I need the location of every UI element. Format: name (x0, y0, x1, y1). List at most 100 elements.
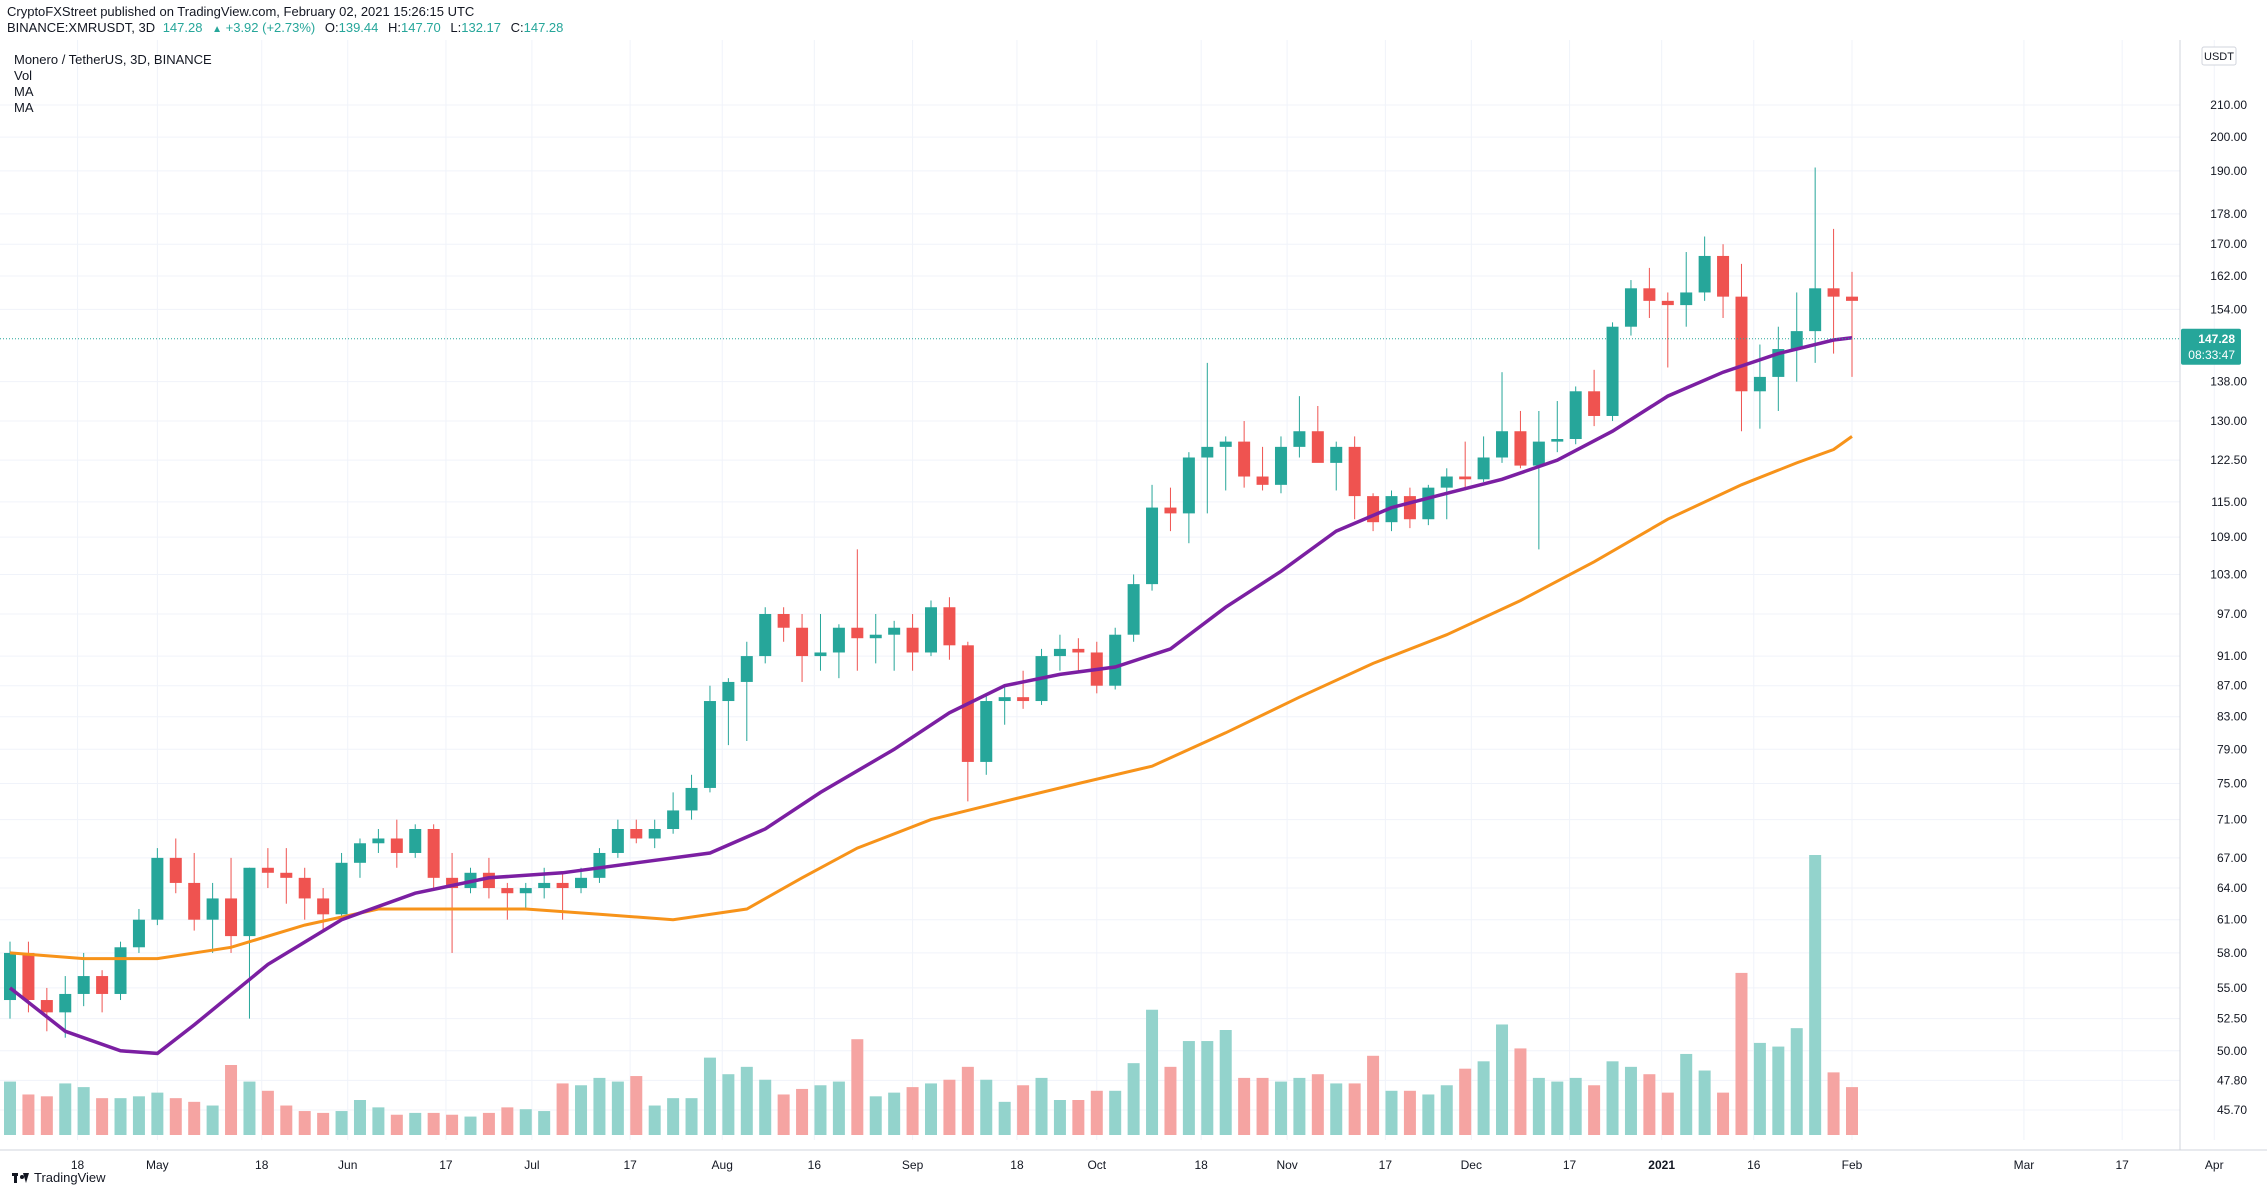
volume-bar (906, 1087, 919, 1135)
legend-ma-fast[interactable]: MA (14, 84, 34, 99)
x-tick-label: 18 (1194, 1158, 1208, 1172)
volume-bar (1827, 1072, 1840, 1135)
moving-averages (8, 336, 1853, 1056)
candle-body (1532, 441, 1545, 466)
volume-bar (1127, 1063, 1140, 1135)
candle-body (906, 627, 919, 653)
volume-bar (1274, 1081, 1287, 1135)
legend-vol[interactable]: Vol (14, 68, 33, 83)
volume-bar (1606, 1061, 1619, 1135)
candle-body (1403, 496, 1416, 520)
candle-body (1588, 391, 1601, 416)
candle-body (151, 857, 164, 920)
volume-bar (353, 1100, 366, 1135)
volume-bar (1367, 1055, 1380, 1135)
y-tick-label: 162.00 (2210, 269, 2247, 283)
price-axis[interactable]: 210.00 200.00 190.00 178.00 170.00 162.00 154.… (2179, 40, 2247, 1150)
candle-body (611, 828, 624, 853)
volume-bar (114, 1098, 127, 1135)
volume-bar (1201, 1041, 1214, 1135)
volume-bar (1661, 1092, 1674, 1135)
volume-bar (1772, 1046, 1785, 1135)
candle-body (1219, 441, 1232, 447)
volume-bar (980, 1079, 993, 1135)
volume-bar (1219, 1030, 1232, 1135)
volume-bar (1790, 1028, 1803, 1135)
volume-bar (1846, 1087, 1858, 1135)
candle-body (1698, 255, 1711, 293)
candle-body (1127, 584, 1140, 635)
low-value: 132.17 (461, 20, 501, 35)
candle-body (390, 838, 403, 853)
candle-body (777, 614, 790, 628)
x-tick-label: 18 (71, 1158, 85, 1172)
volume-bar (1090, 1090, 1103, 1135)
candle-body (1735, 296, 1748, 392)
volume-bar (998, 1101, 1011, 1135)
volume-bar (1422, 1094, 1435, 1135)
x-tick-label: 18 (1010, 1158, 1024, 1172)
candle-body (409, 828, 422, 853)
volume-bar (538, 1111, 551, 1135)
candle-body (575, 877, 588, 889)
x-tick-label: Jul (524, 1158, 539, 1172)
y-tick-label: 83.00 (2217, 710, 2247, 724)
candle-body (59, 993, 72, 1013)
volume-bar (777, 1094, 790, 1135)
y-tick-label: 67.00 (2217, 851, 2247, 865)
x-tick-label: Oct (1087, 1158, 1106, 1172)
candle-body (1440, 476, 1453, 488)
x-tick-label: 16 (808, 1158, 822, 1172)
volume-bar (1293, 1077, 1306, 1135)
candle-body (740, 656, 753, 682)
volume-bar (1717, 1092, 1730, 1135)
volume-bar (1017, 1085, 1030, 1135)
x-tick-label: 17 (1379, 1158, 1393, 1172)
volume-bar (1624, 1066, 1637, 1135)
x-tick-label: 17 (1563, 1158, 1577, 1172)
candle-body (980, 701, 993, 762)
tradingview-brand[interactable]: TradingView (12, 1170, 106, 1185)
candle-body (1238, 441, 1251, 477)
candle-body (648, 828, 661, 839)
y-tick-label: 52.50 (2217, 1012, 2247, 1026)
candle-body (630, 828, 643, 839)
candle-body (372, 838, 385, 844)
y-tick-label: 97.00 (2217, 607, 2247, 621)
y-tick-label: 103.00 (2210, 567, 2247, 581)
candle-body (40, 1000, 53, 1013)
volume-bar (740, 1066, 753, 1135)
volume-bar (593, 1077, 606, 1135)
candle-body (667, 810, 680, 829)
candle-body (1201, 446, 1214, 458)
volume-bar (869, 1096, 882, 1135)
time-axis[interactable]: 18 May 18 Jun 17 Jul 17 Aug 16 Sep 18 Oct 18 Nov 17 Dec… (0, 1149, 2267, 1172)
volume-bar (1440, 1085, 1453, 1135)
publisher-line: CryptoFXStreet published on TradingView.… (7, 4, 475, 19)
volume-bar (169, 1098, 182, 1135)
volume-bar (1385, 1090, 1398, 1135)
candle-body (1459, 476, 1472, 480)
volume-bar (943, 1079, 956, 1135)
volume-bar (703, 1057, 716, 1135)
volume-bar (1698, 1070, 1711, 1135)
volume-bar (1532, 1077, 1545, 1135)
volume-bar (1569, 1077, 1582, 1135)
last-price-label: 147.28 (2198, 332, 2235, 346)
volume-bar (1588, 1085, 1601, 1135)
candle-body (1496, 431, 1509, 458)
candle-body (851, 627, 864, 639)
close-value: 147.28 (523, 20, 564, 35)
legend-ma-slow[interactable]: MA (14, 100, 34, 115)
y-tick-label: 71.00 (2217, 813, 2247, 827)
volume-bar (317, 1112, 330, 1135)
candle-body (1790, 331, 1803, 350)
candle-body (114, 947, 127, 994)
volume-bar (888, 1092, 901, 1135)
legend-title[interactable]: Monero / TetherUS, 3D, BINANCE (14, 52, 212, 67)
volume-bar (1330, 1083, 1343, 1135)
volume-bar (261, 1090, 274, 1135)
volume-bar (1753, 1042, 1766, 1135)
y-tick-label: 122.50 (2210, 453, 2247, 467)
